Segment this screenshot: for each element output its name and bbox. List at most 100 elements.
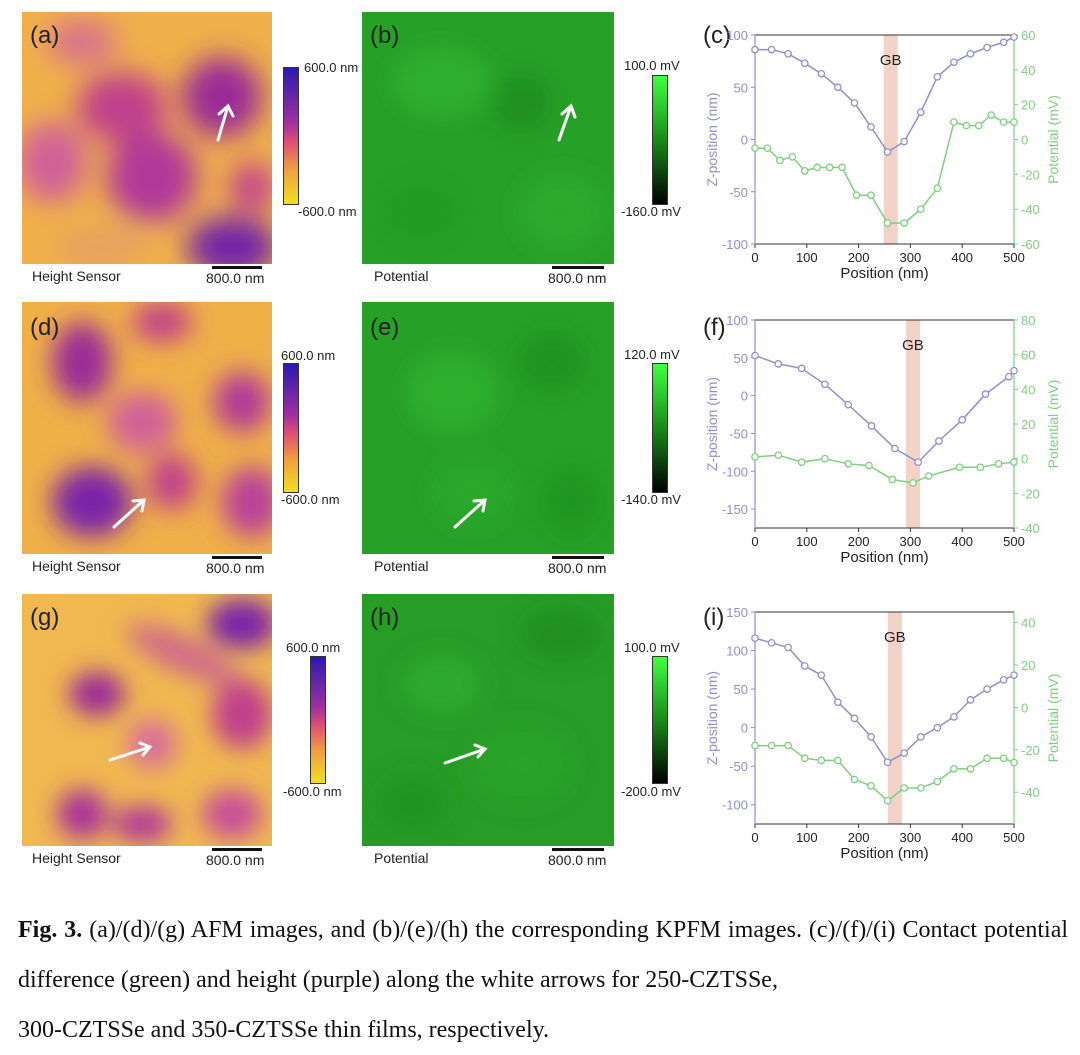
afm-cbar-bottom-g: -600.0 nm bbox=[283, 784, 342, 799]
kpfm-scale-bar-h bbox=[552, 848, 604, 851]
kpfm-texture bbox=[362, 594, 614, 846]
y-left-tick-label: 50 bbox=[734, 80, 748, 95]
data-point-height bbox=[850, 714, 859, 723]
arrow-g-head bbox=[138, 741, 153, 757]
data-point-potential bbox=[900, 784, 909, 792]
gb-label: GB bbox=[902, 337, 924, 354]
x-tick-label: 500 bbox=[1003, 830, 1025, 845]
data-point-potential bbox=[933, 777, 942, 786]
data-point-potential bbox=[852, 191, 861, 200]
y-left-tick-label: -150 bbox=[722, 502, 748, 517]
x-tick-label: 400 bbox=[951, 250, 973, 265]
data-point-potential bbox=[867, 781, 875, 790]
y-left-tick-label: 100 bbox=[726, 313, 748, 328]
panel-label-i: (i) bbox=[703, 604, 725, 631]
y-right-tick-label: -20 bbox=[1021, 167, 1040, 182]
data-point-potential bbox=[1010, 458, 1018, 466]
y-right-tick-label: 0 bbox=[1021, 452, 1028, 467]
kpfm-cbar-bottom-b: -160.0 mV bbox=[621, 204, 681, 219]
data-point-potential bbox=[767, 741, 776, 750]
kpfm-image-b bbox=[362, 12, 614, 264]
data-point-height bbox=[983, 685, 991, 693]
arrow-d bbox=[112, 498, 146, 529]
kpfm-colorbar-e bbox=[652, 363, 668, 493]
y-left-axis-label: Z-position (nm) bbox=[704, 671, 720, 765]
x-tick-label: 100 bbox=[796, 830, 818, 845]
afm-scale-g: 800.0 nm bbox=[206, 852, 265, 868]
data-point-potential bbox=[834, 756, 842, 765]
data-point-potential bbox=[784, 741, 793, 750]
data-point-height bbox=[916, 108, 925, 117]
y-left-tick-label: 150 bbox=[726, 605, 748, 620]
y-right-axis-label: Potential (mV) bbox=[1045, 95, 1061, 184]
data-point-potential bbox=[825, 163, 834, 172]
panel-label-c: (c) bbox=[703, 22, 731, 49]
gb-label: GB bbox=[884, 629, 906, 646]
y-right-tick-label: 0 bbox=[1021, 700, 1028, 715]
kpfm-image-e bbox=[362, 302, 614, 554]
data-point-height bbox=[883, 148, 892, 156]
arrow-d-head bbox=[131, 498, 146, 513]
data-point-potential bbox=[774, 451, 783, 460]
data-point-potential bbox=[800, 754, 809, 763]
afm-colorbar-g bbox=[310, 656, 326, 784]
arrow-a-head bbox=[217, 103, 235, 118]
x-tick-label: 300 bbox=[900, 830, 922, 845]
panel-label-a: (a) bbox=[30, 22, 60, 49]
panel-label-g: (g) bbox=[30, 604, 60, 631]
data-point-height bbox=[999, 675, 1008, 684]
data-point-potential bbox=[924, 472, 933, 480]
y-right-tick-label: 60 bbox=[1021, 28, 1035, 43]
x-tick-label: 200 bbox=[848, 534, 870, 549]
data-point-potential bbox=[933, 184, 942, 193]
data-point-height bbox=[767, 45, 776, 54]
x-tick-label: 400 bbox=[951, 830, 973, 845]
kpfm-scale-h: 800.0 nm bbox=[548, 852, 607, 868]
afm-scale-a: 800.0 nm bbox=[206, 270, 265, 286]
data-point-potential bbox=[994, 460, 1003, 468]
afm-cbar-top-d: 600.0 nm bbox=[281, 348, 336, 363]
data-point-height bbox=[950, 58, 958, 67]
data-point-potential bbox=[751, 453, 759, 461]
y-left-axis-label: Z-position (nm) bbox=[704, 377, 720, 471]
y-left-tick-label: -100 bbox=[722, 464, 748, 479]
kpfm-texture bbox=[362, 12, 614, 264]
kpfm-cbar-top-b: 100.0 mV bbox=[624, 58, 680, 73]
panel-label-d: (d) bbox=[30, 314, 60, 341]
data-point-potential bbox=[838, 163, 846, 172]
afm-caption-d: Height Sensor bbox=[32, 558, 121, 574]
data-point-height bbox=[834, 698, 842, 707]
x-tick-label: 200 bbox=[848, 250, 870, 265]
kpfm-caption-h: Potential bbox=[374, 850, 429, 866]
data-point-height bbox=[817, 671, 826, 680]
y-left-tick-label: -100 bbox=[722, 237, 748, 252]
data-point-potential bbox=[966, 765, 975, 773]
x-axis-label: Position (nm) bbox=[840, 845, 928, 862]
data-point-potential bbox=[817, 756, 826, 765]
data-point-height bbox=[891, 444, 899, 453]
data-point-height bbox=[981, 390, 990, 398]
y-right-tick-label: 40 bbox=[1021, 382, 1035, 397]
data-point-height bbox=[800, 662, 809, 670]
y-left-tick-label: 100 bbox=[726, 28, 748, 43]
afm-texture bbox=[22, 12, 272, 264]
data-point-potential bbox=[821, 454, 829, 463]
kpfm-cbar-bottom-e: -140.0 mV bbox=[621, 492, 681, 507]
data-point-height bbox=[867, 422, 876, 430]
panel-label-b: (b) bbox=[370, 22, 400, 49]
data-point-height bbox=[883, 758, 892, 767]
arrow-a bbox=[216, 104, 230, 142]
arrow-b-head bbox=[560, 103, 577, 119]
afm-scale-bar-a bbox=[212, 266, 262, 269]
x-tick-label: 300 bbox=[900, 534, 922, 549]
data-point-potential bbox=[950, 765, 958, 773]
y-right-tick-label: -20 bbox=[1021, 743, 1040, 758]
data-point-potential bbox=[974, 121, 983, 130]
data-point-potential bbox=[797, 458, 806, 466]
y-right-tick-label: -60 bbox=[1021, 237, 1040, 252]
data-point-height bbox=[767, 638, 776, 647]
afm-cbar-top-g: 600.0 nm bbox=[286, 640, 341, 655]
kpfm-scale-b: 800.0 nm bbox=[548, 270, 607, 286]
panel-label-e: (e) bbox=[370, 314, 400, 341]
